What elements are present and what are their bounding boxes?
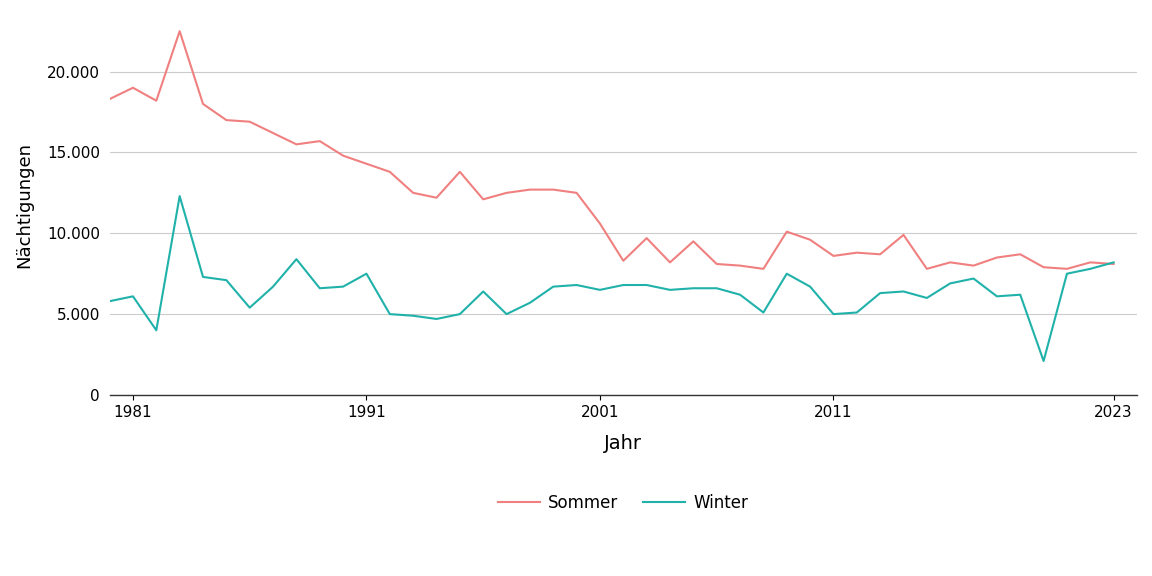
Y-axis label: Nächtigungen: Nächtigungen (15, 142, 33, 268)
Winter (616, 282, 630, 289)
Winter (593, 286, 607, 293)
Winter (943, 280, 957, 287)
Sommer (476, 196, 490, 203)
Sommer (500, 190, 514, 196)
Winter (803, 283, 817, 290)
Winter (687, 285, 700, 291)
Sommer (920, 266, 934, 272)
Winter (126, 293, 139, 300)
Sommer (243, 118, 257, 125)
Sommer (382, 168, 396, 175)
Winter (546, 283, 560, 290)
Winter (664, 286, 677, 293)
Winter (896, 288, 910, 295)
Winter (826, 310, 840, 317)
Sommer (593, 220, 607, 227)
Winter (780, 270, 794, 277)
Sommer (1107, 260, 1121, 267)
Sommer (546, 186, 560, 193)
Sommer (757, 266, 771, 272)
Winter (219, 276, 233, 283)
Winter (710, 285, 723, 291)
Sommer (639, 234, 653, 241)
Winter (733, 291, 746, 298)
Winter (359, 270, 373, 277)
Line: Sommer: Sommer (109, 31, 1114, 269)
Winter (336, 283, 350, 290)
Winter (173, 192, 187, 199)
X-axis label: Jahr: Jahr (605, 434, 643, 453)
Sommer (570, 190, 584, 196)
Winter (289, 256, 303, 263)
Winter (266, 283, 280, 290)
Winter (1107, 259, 1121, 266)
Sommer (780, 228, 794, 235)
Winter (243, 304, 257, 311)
Winter (873, 290, 887, 297)
Sommer (266, 130, 280, 137)
Winter (103, 298, 116, 305)
Winter (150, 327, 164, 334)
Sommer (173, 28, 187, 35)
Legend: Sommer, Winter: Sommer, Winter (492, 487, 755, 518)
Sommer (453, 168, 467, 175)
Winter (500, 310, 514, 317)
Sommer (313, 138, 327, 145)
Sommer (990, 254, 1003, 261)
Winter (1037, 358, 1051, 365)
Winter (196, 274, 210, 281)
Sommer (687, 238, 700, 245)
Sommer (1037, 264, 1051, 271)
Sommer (523, 186, 537, 193)
Winter (1060, 270, 1074, 277)
Sommer (1083, 259, 1097, 266)
Sommer (850, 249, 864, 256)
Sommer (664, 259, 677, 266)
Sommer (430, 194, 444, 201)
Sommer (943, 259, 957, 266)
Winter (430, 316, 444, 323)
Sommer (126, 84, 139, 91)
Winter (313, 285, 327, 291)
Sommer (803, 236, 817, 243)
Winter (757, 309, 771, 316)
Winter (967, 275, 980, 282)
Sommer (616, 257, 630, 264)
Sommer (196, 100, 210, 107)
Winter (570, 282, 584, 289)
Winter (850, 309, 864, 316)
Sommer (1014, 251, 1028, 257)
Sommer (103, 96, 116, 103)
Sommer (1060, 266, 1074, 272)
Winter (990, 293, 1003, 300)
Sommer (873, 251, 887, 257)
Winter (1083, 266, 1097, 272)
Winter (920, 294, 934, 301)
Line: Winter: Winter (109, 196, 1114, 361)
Winter (639, 282, 653, 289)
Sommer (150, 97, 164, 104)
Sommer (336, 152, 350, 159)
Sommer (289, 141, 303, 148)
Winter (1014, 291, 1028, 298)
Winter (523, 300, 537, 306)
Winter (476, 288, 490, 295)
Sommer (896, 232, 910, 238)
Winter (407, 312, 420, 319)
Sommer (710, 260, 723, 267)
Sommer (733, 262, 746, 269)
Winter (382, 310, 396, 317)
Sommer (359, 160, 373, 167)
Sommer (967, 262, 980, 269)
Sommer (219, 116, 233, 123)
Winter (453, 310, 467, 317)
Sommer (407, 190, 420, 196)
Sommer (826, 252, 840, 259)
